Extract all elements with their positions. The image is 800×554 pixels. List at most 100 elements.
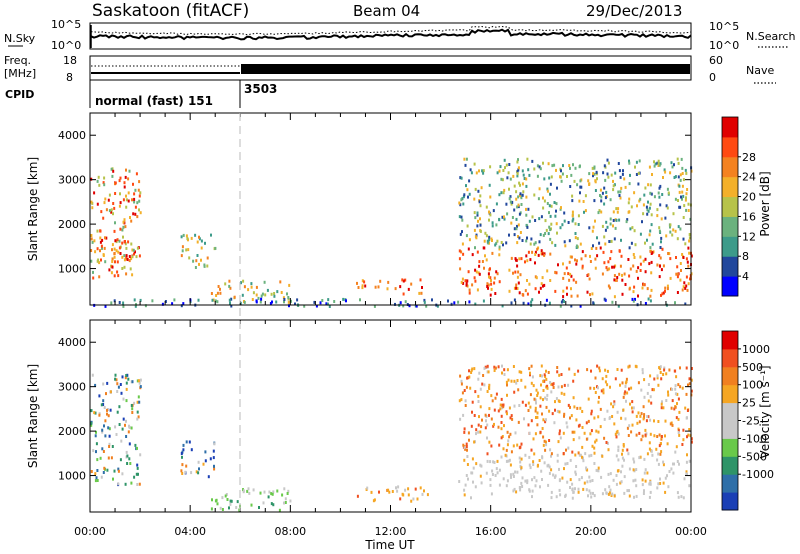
scatter-cell — [482, 299, 485, 303]
scatter-cell — [659, 482, 662, 485]
scatter-cell — [489, 213, 492, 217]
scatter-cell — [501, 371, 503, 375]
scatter-cell — [498, 468, 501, 472]
scatter-cell — [121, 228, 124, 232]
scatter-cell — [550, 496, 553, 500]
scatter-cell — [509, 473, 512, 477]
scatter-cell — [533, 193, 536, 197]
scatter-cell — [570, 304, 573, 308]
scatter-cell — [138, 254, 141, 258]
scatter-cell — [513, 227, 516, 231]
scatter-cell — [641, 220, 643, 224]
scatter-cell — [614, 377, 617, 381]
scatter-cell — [632, 479, 635, 483]
scatter-cell — [628, 387, 630, 391]
scatter-cell — [677, 175, 680, 179]
scatter-cell — [133, 475, 136, 479]
scatter-cell — [545, 440, 547, 444]
scatter-cell — [567, 403, 570, 407]
scatter-cell — [674, 197, 677, 201]
scatter-cell — [494, 292, 497, 295]
scatter-cell — [594, 179, 597, 183]
scatter-cell — [570, 173, 573, 177]
scatter-cell — [521, 485, 524, 488]
scatter-cell — [593, 494, 596, 498]
scatter-cell — [520, 378, 523, 382]
velocity-colorbar-label: Velocity [m s⁻¹] — [758, 365, 772, 458]
scatter-cell — [622, 444, 625, 448]
scatter-cell — [649, 246, 652, 250]
scatter-cell — [649, 299, 652, 303]
scatter-cell — [628, 489, 630, 493]
scatter-cell — [356, 281, 358, 285]
scatter-cell — [539, 233, 542, 237]
scatter-cell — [575, 262, 578, 266]
scatter-cell — [410, 282, 413, 286]
scatter-cell — [546, 386, 549, 390]
scatter-cell — [373, 304, 376, 308]
scatter-cell — [516, 379, 519, 382]
scatter-cell — [119, 227, 122, 231]
scatter-cell — [542, 398, 544, 402]
scatter-cell — [686, 288, 689, 292]
scatter-cell — [641, 371, 644, 375]
scatter-cell — [614, 171, 617, 175]
scatter-cell — [630, 386, 633, 390]
scatter-cell — [620, 238, 622, 242]
scatter-cell — [116, 382, 119, 386]
scatter-cell — [468, 291, 471, 295]
scatter-cell — [558, 479, 561, 483]
scatter-cell — [597, 430, 600, 434]
scatter-cell — [674, 384, 677, 388]
scatter-cell — [498, 245, 501, 249]
colorbar-swatch — [722, 196, 738, 217]
scatter-cell — [504, 166, 506, 170]
scatter-cell — [555, 271, 558, 275]
scatter-cell — [468, 369, 470, 373]
scatter-cell — [496, 272, 499, 276]
scatter-cell — [496, 459, 499, 463]
scatter-cell — [269, 302, 272, 305]
scatter-cell — [548, 409, 551, 413]
scatter-cell — [648, 206, 651, 210]
scatter-cell — [485, 471, 488, 475]
scatter-cell — [582, 200, 585, 203]
scatter-cell — [621, 292, 624, 296]
scatter-cell — [136, 463, 139, 467]
scatter-cell — [519, 194, 521, 197]
scatter-cell — [527, 409, 530, 412]
scatter-cell — [377, 285, 380, 289]
scatter-cell — [130, 257, 133, 261]
scatter-cell — [541, 412, 543, 416]
scatter-cell — [614, 432, 617, 436]
scatter-cell — [601, 191, 604, 195]
scatter-cell — [665, 234, 668, 238]
scatter-cell — [570, 274, 573, 278]
scatter-cell — [471, 410, 473, 414]
scatter-cell — [596, 177, 598, 181]
scatter-cell — [366, 486, 369, 490]
scatter-cell — [493, 369, 496, 372]
scatter-cell — [487, 370, 490, 374]
scatter-cell — [506, 479, 509, 483]
scatter-cell — [100, 244, 103, 248]
scatter-cell — [462, 281, 465, 285]
scatter-cell — [92, 270, 94, 274]
scatter-cell — [250, 282, 253, 286]
scatter-cell — [536, 415, 539, 419]
scatter-cell — [677, 417, 680, 421]
scatter-cell — [525, 239, 528, 243]
scatter-cell — [209, 457, 212, 461]
freq-traces — [91, 64, 690, 74]
scatter-cell — [496, 471, 499, 475]
scatter-cell — [563, 412, 566, 416]
scatter-cell — [321, 299, 324, 302]
scatter-cell — [620, 186, 623, 190]
velocity-panel-frame — [89, 319, 692, 513]
scatter-cell — [185, 464, 188, 468]
scatter-cell — [473, 211, 476, 215]
scatter-cell — [510, 221, 513, 225]
scatter-cell — [512, 475, 515, 478]
scatter-cell — [548, 465, 551, 469]
scatter-cell — [609, 257, 612, 261]
